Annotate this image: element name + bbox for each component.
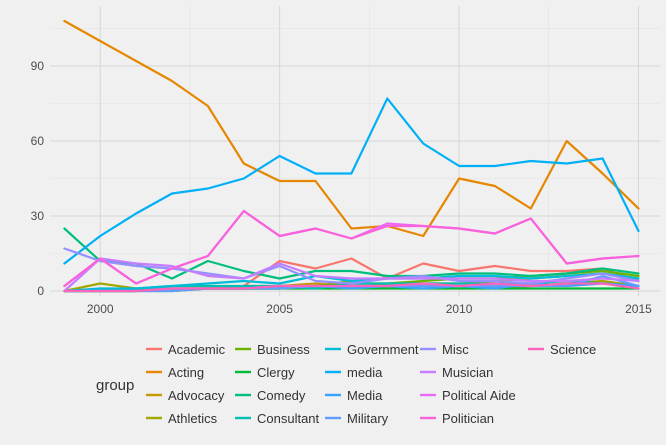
y-tick-label: 60 [31,134,45,148]
series-line-acting [63,19,640,238]
series-line-science [63,282,640,293]
legend: group Academic Acting Advocacy Athletics Bus… [96,342,596,426]
legend-label-athletics: Athletics [168,411,218,426]
series-line-media [63,97,640,265]
legend-label-academic: Academic [168,342,226,357]
y-axis-ticks: 0 30 60 90 [31,59,45,298]
y-tick-label: 30 [31,209,45,223]
x-tick-label: 2000 [87,302,114,316]
legend-label-clergy: Clergy [257,365,295,380]
x-tick-label: 2015 [625,302,652,316]
y-tick-label: 0 [37,284,44,298]
legend-label-misc: Misc [442,342,469,357]
series-line-government [63,272,640,293]
y-tick-label: 90 [31,59,45,73]
legend-label-science: Science [550,342,596,357]
legend-label-acting: Acting [168,365,204,380]
plot-panel [50,6,660,296]
legend-label-business: Business [257,342,310,357]
legend-title: group [96,377,134,394]
x-tick-label: 2010 [446,302,473,316]
legend-label-politician: Politician [442,411,494,426]
legend-label-media: Media [347,388,383,403]
series-lines [63,19,640,293]
legend-label-political-aide: Political Aide [442,388,516,403]
x-tick-label: 2005 [266,302,293,316]
legend-label-government: Government [347,342,419,357]
series-line-politician [63,209,640,288]
x-axis-ticks: 2000 2005 2010 2015 [87,302,652,316]
legend-label-comedy: Comedy [257,388,306,403]
legend-label-military: Military [347,411,389,426]
legend-label-musician: Musician [442,365,493,380]
series-line-musician [63,257,640,293]
legend-label-consultant: Consultant [257,411,320,426]
legend-label-media: media [347,365,383,380]
legend-label-advocacy: Advocacy [168,388,225,403]
